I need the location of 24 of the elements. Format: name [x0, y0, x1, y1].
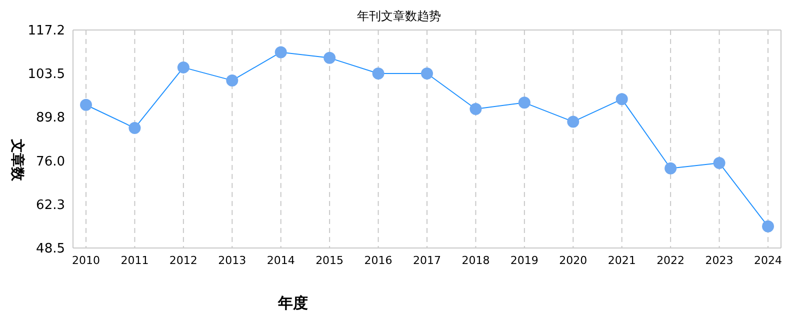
- y-tick-label: 117.2: [28, 24, 65, 39]
- x-tick-label: 2018: [462, 254, 490, 267]
- y-tick-label: 48.5: [36, 242, 65, 257]
- x-axis-title: 年度: [278, 294, 308, 313]
- x-tick-label: 2023: [705, 254, 734, 267]
- x-tick-label: 2013: [218, 254, 246, 267]
- x-tick-label: 2015: [316, 254, 344, 267]
- y-tick-label: 76.0: [36, 154, 65, 170]
- x-tick-label: 2012: [169, 254, 198, 267]
- x-tick-label: 2021: [608, 254, 636, 267]
- x-tick-label: 2011: [120, 254, 149, 267]
- x-tick-label: 2022: [656, 254, 685, 267]
- y-tick-label: 103.5: [28, 67, 65, 82]
- x-tick-label: 2016: [364, 254, 392, 267]
- x-tick-label: 2024: [754, 254, 782, 267]
- y-tick-label: 89.8: [36, 110, 65, 126]
- x-tick-label: 2017: [413, 254, 441, 267]
- x-tick-label: 2019: [510, 254, 538, 267]
- x-tick-label: 2010: [72, 254, 100, 267]
- chart-title: 年刊文章数趋势: [356, 8, 442, 24]
- x-tick-label: 2014: [266, 254, 295, 267]
- y-tick-label: 62.3: [36, 198, 65, 213]
- x-tick-label: 2020: [559, 254, 588, 267]
- y-axis-title: 文章数: [9, 138, 26, 182]
